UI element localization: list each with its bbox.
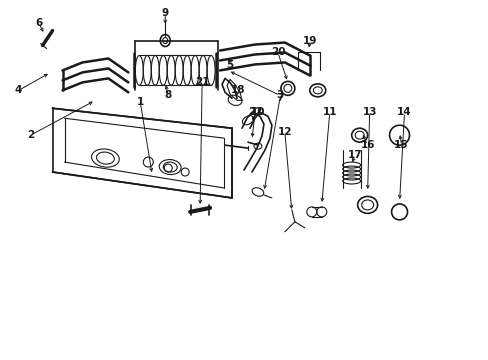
Text: 13: 13 — [362, 107, 376, 117]
Text: 22: 22 — [247, 107, 262, 117]
Text: 4: 4 — [15, 85, 22, 95]
Text: 21: 21 — [195, 77, 209, 87]
Text: 20: 20 — [270, 48, 285, 58]
Text: 10: 10 — [250, 107, 264, 117]
Text: 1: 1 — [136, 97, 143, 107]
Text: 16: 16 — [360, 140, 374, 150]
Text: 2: 2 — [27, 130, 34, 140]
Text: 11: 11 — [322, 107, 336, 117]
Text: 5: 5 — [226, 60, 233, 71]
Text: 12: 12 — [277, 127, 291, 137]
Text: 19: 19 — [302, 36, 316, 46]
Text: 9: 9 — [162, 8, 168, 18]
Text: 7: 7 — [276, 93, 283, 103]
Text: 15: 15 — [393, 140, 408, 150]
Text: 3: 3 — [276, 90, 283, 100]
Text: 18: 18 — [230, 85, 245, 95]
Text: 8: 8 — [164, 90, 171, 100]
Text: 6: 6 — [35, 18, 42, 28]
Text: 14: 14 — [396, 107, 411, 117]
Text: 17: 17 — [346, 150, 361, 160]
